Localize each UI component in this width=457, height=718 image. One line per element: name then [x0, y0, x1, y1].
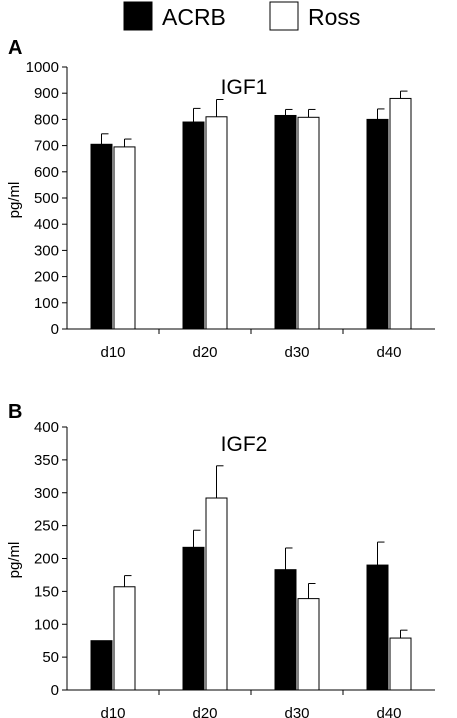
x-tick-label-igf2: d20 — [192, 705, 217, 718]
y-tick-label-igf2: 350 — [34, 452, 59, 469]
y-axis-label-igf1: pg/ml — [6, 182, 23, 219]
plot-area-igf1: 0 100 200 300 400 500 600 700 800 900 1000 d10 d20 d3… — [26, 59, 435, 361]
y-axis-label-igf2: pg/ml — [6, 542, 23, 579]
legend-label-acrb: ACRB — [162, 4, 226, 30]
bar-igf1-ross-d10 — [113, 146, 136, 330]
bar-igf2-acrb-d10 — [90, 640, 113, 691]
bar-igf1-acrb-d40 — [366, 118, 389, 330]
bar-igf1-ross-d30 — [297, 116, 320, 330]
y-tick-label-igf2: 200 — [34, 551, 59, 568]
x-tick-label-igf2: d30 — [284, 705, 309, 718]
y-tick-label-igf2: 250 — [34, 518, 59, 535]
bar-igf2-ross-d20 — [205, 497, 228, 691]
bar-igf1-ross-d20 — [205, 116, 228, 330]
y-tick-label-igf1: 700 — [34, 138, 59, 155]
y-tick-label-igf1: 400 — [34, 216, 59, 233]
y-tick-label-igf1: 200 — [34, 269, 59, 286]
y-tick-label-igf2: 100 — [34, 616, 59, 633]
y-tick-label-igf2: 300 — [34, 485, 59, 502]
bar-igf2-ross-d30 — [297, 598, 320, 691]
bar-igf2-acrb-d40 — [366, 564, 389, 691]
y-tick-label-igf2: 0 — [51, 682, 59, 699]
x-tick-label-igf1: d20 — [192, 344, 217, 361]
bar-igf2-ross-d10 — [113, 586, 136, 691]
y-tick-label-igf1: 300 — [34, 242, 59, 259]
y-tick-label-igf2: 50 — [42, 649, 59, 666]
chart-title-igf1: IGF1 — [221, 76, 268, 99]
y-tick-label-igf1: 900 — [34, 85, 59, 102]
x-tick-label-igf2: d10 — [100, 705, 125, 718]
bar-igf2-acrb-d30 — [274, 569, 297, 691]
plot-area-igf2: 0 50 100 150 200 250 300 350 400 d10 d20 d30 d40 — [34, 419, 435, 718]
x-tick-label-igf2: d40 — [376, 705, 401, 718]
chart-title-igf2: IGF2 — [221, 433, 268, 456]
legend-swatch-ross — [269, 1, 299, 31]
x-tick-label-igf1: d30 — [284, 344, 309, 361]
y-tick-label-igf2: 150 — [34, 583, 59, 600]
panel-igf1: A IGF1 pg/ml 0 100 200 300 400 500 600 700 800 90… — [6, 37, 435, 361]
bar-igf1-ross-d40 — [389, 97, 412, 330]
y-tick-label-igf1: 600 — [34, 164, 59, 181]
panel-igf2: B IGF2 pg/ml 0 50 100 150 200 250 300 350 400 d10… — [6, 401, 435, 718]
bar-igf2-ross-d40 — [389, 637, 412, 691]
bar-igf2-acrb-d20 — [182, 546, 205, 691]
y-tick-label-igf1: 1000 — [26, 59, 59, 76]
x-tick-label-igf1: d10 — [100, 344, 125, 361]
panel-label-b: B — [8, 401, 22, 423]
bar-igf1-acrb-d20 — [182, 121, 205, 330]
legend-label-ross: Ross — [308, 4, 360, 30]
x-tick-label-igf1: d40 — [376, 344, 401, 361]
bar-igf1-acrb-d10 — [90, 143, 113, 330]
bar-igf1-acrb-d30 — [274, 114, 297, 330]
y-tick-label-igf2: 400 — [34, 419, 59, 436]
legend: ACRB Ross — [123, 1, 360, 31]
y-tick-label-igf1: 800 — [34, 111, 59, 128]
y-tick-label-igf1: 0 — [51, 321, 59, 338]
panel-label-a: A — [8, 37, 22, 59]
y-tick-label-igf1: 100 — [34, 295, 59, 312]
y-tick-label-igf1: 500 — [34, 190, 59, 207]
legend-swatch-acrb — [123, 1, 153, 31]
